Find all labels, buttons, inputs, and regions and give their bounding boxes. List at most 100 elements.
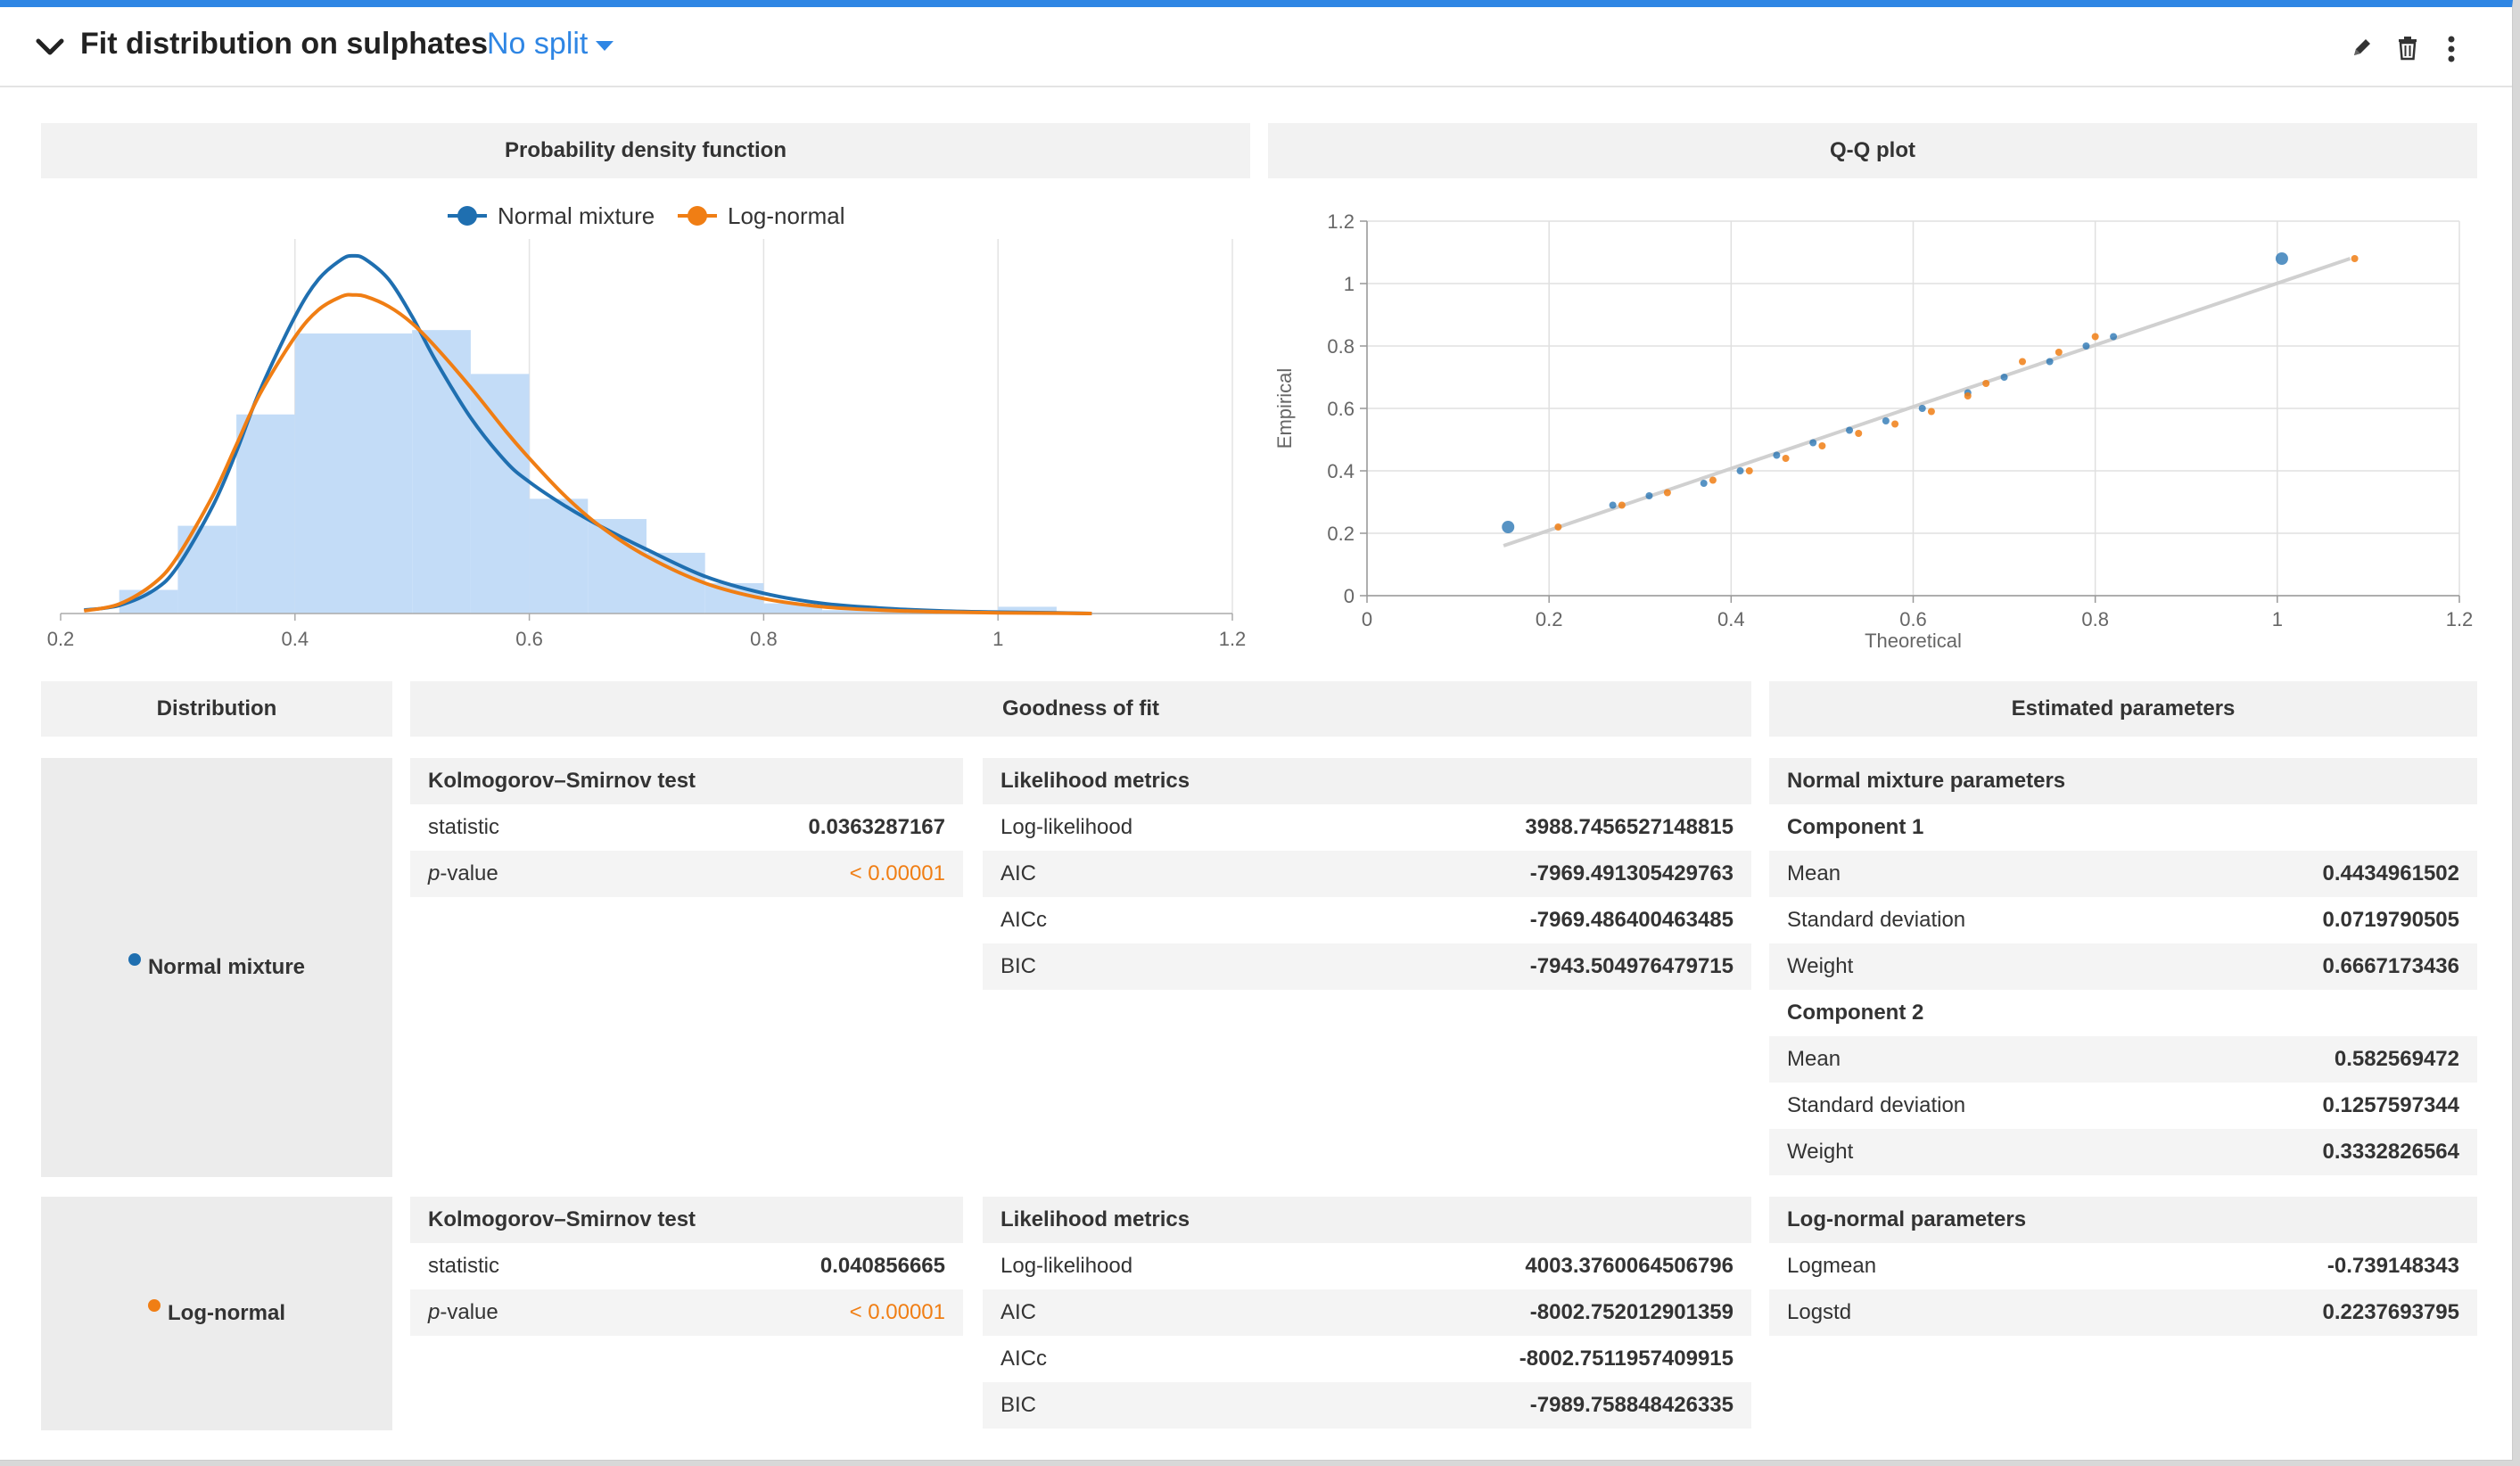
qq-chart: 0 0.2 0.4 0.6 0.8 1 1.2 0 0.2 0.4 0.6 0.8 1 1.2 Theore… — [1273, 210, 2474, 652]
histogram-bar — [470, 374, 530, 614]
ks-pvalue-row: p-value < 0.00001 — [410, 1289, 963, 1336]
pdf-curve-log-normal — [83, 292, 1092, 615]
likelihood-normal-mixture: Likelihood metrics Log-likelihood 3988.74… — [983, 758, 1751, 990]
qq-x-tick-label: 1 — [2272, 608, 2283, 630]
param-row: Weight 0.3332826564 — [1769, 1129, 2477, 1175]
histogram-bar — [529, 498, 589, 614]
qq-point-normal-mixture — [1809, 439, 1817, 447]
param-row: Mean 0.582569472 — [1769, 1036, 2477, 1083]
qq-point-normal-mixture — [2046, 358, 2054, 366]
ks-title: Kolmogorov–Smirnov test — [410, 1197, 963, 1243]
qq-point-normal-mixture — [1846, 426, 1854, 434]
qq-point-log-normal — [1927, 408, 1935, 416]
qq-point-normal-mixture — [2082, 342, 2090, 350]
qq-point-normal-mixture — [1609, 501, 1617, 509]
legend-marker — [688, 206, 707, 226]
likelihood-row: BIC -7989.758848426335 — [983, 1382, 1751, 1429]
estimated-parameters-header: Estimated parameters — [1769, 681, 2477, 737]
pdf-panel-title: Probability density function — [41, 123, 1250, 178]
likelihood-row: AICc -7969.486400463485 — [1001, 908, 1734, 932]
qq-panel-title: Q-Q plot — [1268, 123, 2477, 178]
likelihood-title: Likelihood metrics — [983, 1197, 1751, 1243]
histogram-bar — [763, 603, 823, 614]
qq-point-log-normal — [1618, 501, 1626, 509]
split-dropdown[interactable]: No split — [487, 27, 614, 62]
qq-y-tick-label: 0.2 — [1327, 523, 1355, 545]
qq-y-tick-label: 0.6 — [1327, 398, 1355, 420]
qq-point-log-normal — [1554, 523, 1562, 531]
param-row: Logstd 0.2237693795 — [1769, 1289, 2477, 1336]
card-header: Fit distribution on sulphates No split — [0, 7, 2512, 87]
qq-y-axis-label: Empirical — [1273, 368, 1296, 449]
qq-x-axis-label: Theoretical — [1865, 630, 1962, 652]
pdf-chart: 0.2 0.4 0.6 0.8 1 1.2 Normal mixture Log-normal — [47, 202, 1247, 650]
qq-point-log-normal — [2351, 255, 2359, 262]
trash-icon[interactable] — [2397, 36, 2418, 61]
qq-point-log-normal — [1982, 380, 1990, 387]
params-normal-mixture: Normal mixture parameters Component 1 Me… — [1769, 758, 2477, 1175]
qq-y-tick-label: 1 — [1344, 273, 1355, 295]
qq-point-log-normal — [1818, 442, 1826, 449]
likelihood-row: AIC -8002.752012901359 — [983, 1289, 1751, 1336]
likelihood-row: Log-likelihood 4003.3760064506796 — [1001, 1254, 1734, 1278]
histogram-bar — [998, 606, 1057, 614]
log-normal-label: Log-normal — [168, 1301, 285, 1325]
qq-x-tick-label: 0.2 — [1536, 608, 1563, 630]
ks-statistic-row: statistic 0.040856665 — [428, 1254, 945, 1278]
normal-mixture-label: Normal mixture — [147, 955, 306, 979]
qq-point-normal-mixture — [1700, 480, 1708, 487]
split-label: No split — [487, 27, 589, 61]
pdf-x-tick-label: 1 — [992, 628, 1003, 650]
qq-point-log-normal — [2091, 333, 2099, 341]
likelihood-log-normal: Likelihood metrics Log-likelihood 4003.37… — [983, 1197, 1751, 1429]
legend-label: Log-normal — [728, 202, 845, 229]
pdf-curve-normal-mixture — [84, 253, 1092, 615]
param-row: Standard deviation 0.1257597344 — [1787, 1093, 2459, 1117]
pencil-icon[interactable] — [2351, 36, 2374, 59]
ks-title: Kolmogorov–Smirnov test — [410, 758, 963, 804]
qq-point-normal-mixture — [1736, 467, 1744, 474]
pdf-x-tick-label: 0.2 — [47, 628, 75, 650]
qq-x-tick-label: 1.2 — [2446, 608, 2474, 630]
likelihood-title: Likelihood metrics — [983, 758, 1751, 804]
qq-point-normal-mixture — [1882, 417, 1890, 424]
qq-point-log-normal — [1855, 430, 1863, 437]
goodness-of-fit-header: Goodness of fit — [410, 681, 1751, 737]
qq-x-tick-label: 0.6 — [1899, 608, 1927, 630]
likelihood-row: BIC -7943.504976479715 — [983, 943, 1751, 990]
qq-point-log-normal — [1745, 467, 1753, 474]
qq-point-log-normal — [1964, 392, 1972, 399]
params-log-normal: Log-normal parameters Logmean -0.73914834… — [1769, 1197, 2477, 1336]
qq-point-log-normal — [1663, 489, 1671, 497]
caret-down-icon — [596, 41, 614, 52]
param-row: Standard deviation 0.0719790505 — [1787, 908, 2459, 932]
pdf-x-tick-label: 0.4 — [282, 628, 309, 650]
param-row: Weight 0.6667173436 — [1769, 943, 2477, 990]
pdf-x-tick-label: 0.6 — [515, 628, 543, 650]
qq-point-log-normal — [1891, 420, 1899, 428]
qq-point-normal-mixture — [1918, 405, 1926, 412]
qq-y-tick-label: 0.4 — [1327, 460, 1355, 482]
histogram-bar — [236, 414, 295, 614]
qq-y-tick-label: 0 — [1344, 585, 1355, 607]
chevron-down-icon[interactable] — [36, 37, 64, 57]
pdf-x-tick-label: 1.2 — [1219, 628, 1247, 650]
qq-point-log-normal — [1709, 476, 1717, 484]
more-vertical-icon[interactable] — [2447, 36, 2456, 62]
qq-reference-line — [1503, 257, 2351, 548]
normal-mixture-dot — [128, 953, 141, 966]
card-title: Fit distribution on sulphates — [80, 27, 489, 61]
qq-point-normal-mixture — [2275, 252, 2288, 265]
legend-marker — [457, 206, 477, 226]
log-normal-dot — [148, 1299, 161, 1312]
distribution-header: Distribution — [41, 681, 392, 737]
qq-x-tick-label: 0.4 — [1717, 608, 1745, 630]
qq-point-log-normal — [2055, 349, 2063, 356]
qq-point-normal-mixture — [1645, 492, 1653, 499]
qq-point-normal-mixture — [1773, 451, 1781, 459]
histogram-bar — [294, 333, 354, 614]
qq-point-log-normal — [1782, 455, 1790, 462]
pdf-x-tick-label: 0.8 — [750, 628, 778, 650]
qq-y-tick-label: 1.2 — [1327, 210, 1355, 233]
